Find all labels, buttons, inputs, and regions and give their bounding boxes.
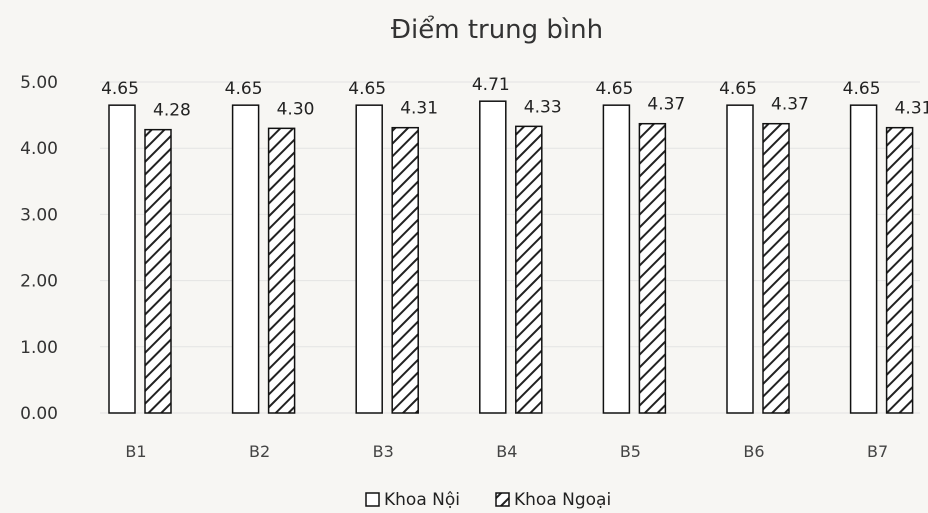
y-tick-label: 2.00 bbox=[20, 272, 58, 292]
data-label-khoa-noi: 4.65 bbox=[843, 79, 881, 99]
data-labels: 4.65 4.28 4.65 4.30 4.65 4.31 4.71 4.33 4.65 4.37… bbox=[101, 75, 928, 120]
y-tick-label: 0.00 bbox=[20, 404, 58, 424]
x-category-label: B3 bbox=[373, 442, 394, 461]
bar-khoa-ngoai bbox=[885, 126, 914, 414]
bars bbox=[108, 100, 914, 414]
data-label-khoa-ngoai: 4.30 bbox=[277, 99, 315, 119]
data-label-khoa-ngoai: 4.33 bbox=[524, 97, 562, 117]
x-category-label: B2 bbox=[249, 442, 270, 461]
data-label-khoa-noi: 4.65 bbox=[225, 79, 263, 99]
data-label-khoa-ngoai: 4.31 bbox=[895, 99, 928, 119]
bar-khoa-ngoai bbox=[144, 128, 172, 414]
x-category-label: B6 bbox=[743, 442, 764, 461]
bar-khoa-ngoai bbox=[267, 127, 296, 414]
y-axis-ticks: 0.00 1.00 2.00 3.00 4.00 5.00 bbox=[20, 73, 58, 424]
bar-khoa-noi bbox=[108, 104, 136, 414]
data-label-khoa-ngoai: 4.37 bbox=[647, 95, 685, 115]
bar-khoa-ngoai bbox=[638, 122, 667, 414]
legend-label-khoa-ngoai: Khoa Ngoại bbox=[514, 490, 611, 510]
x-category-label: B7 bbox=[867, 442, 888, 461]
data-label-khoa-noi: 4.65 bbox=[719, 79, 757, 99]
legend-swatch-khoa-noi bbox=[365, 492, 380, 507]
legend-label-khoa-noi: Khoa Nội bbox=[384, 490, 460, 510]
data-label-khoa-ngoai: 4.31 bbox=[400, 99, 438, 119]
gridlines bbox=[100, 81, 920, 414]
bar-khoa-noi bbox=[231, 104, 260, 414]
bar-khoa-noi bbox=[479, 100, 507, 414]
bar-khoa-ngoai bbox=[762, 122, 790, 414]
x-category-label: B1 bbox=[125, 442, 146, 461]
y-tick-label: 4.00 bbox=[20, 139, 58, 159]
x-category-label: B5 bbox=[620, 442, 641, 461]
legend-swatch-khoa-ngoai bbox=[495, 492, 510, 507]
bar-khoa-ngoai bbox=[391, 126, 419, 414]
x-axis-categories: B1 B2 B3 B4 B5 B6 B7 bbox=[125, 442, 888, 461]
data-label-khoa-ngoai: 4.28 bbox=[153, 101, 191, 121]
legend: Khoa Nội Khoa Ngoại bbox=[365, 490, 611, 510]
bar-khoa-noi bbox=[602, 104, 631, 414]
data-label-khoa-noi: 4.65 bbox=[348, 79, 386, 99]
data-label-khoa-noi: 4.65 bbox=[101, 79, 139, 99]
data-label-khoa-noi: 4.65 bbox=[595, 79, 633, 99]
chart-title: Điểm trung bình bbox=[391, 14, 603, 45]
bar-khoa-noi bbox=[849, 104, 878, 414]
y-tick-label: 1.00 bbox=[20, 338, 58, 358]
y-tick-label: 3.00 bbox=[20, 205, 58, 225]
bar-khoa-noi bbox=[355, 104, 383, 414]
bar-khoa-ngoai bbox=[515, 125, 543, 414]
data-label-khoa-noi: 4.71 bbox=[472, 75, 510, 95]
x-category-label: B4 bbox=[496, 442, 517, 461]
data-label-khoa-ngoai: 4.37 bbox=[771, 95, 809, 115]
bar-khoa-noi bbox=[726, 104, 754, 414]
y-tick-label: 5.00 bbox=[20, 73, 58, 93]
